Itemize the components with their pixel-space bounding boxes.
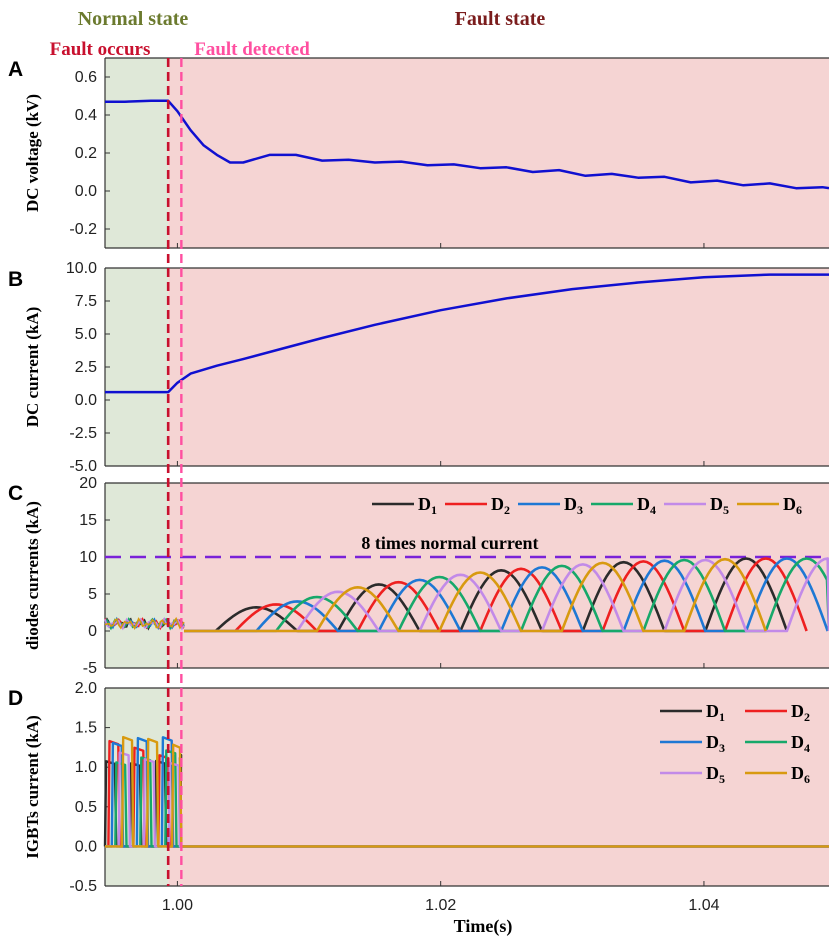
- x-tick-label: 1.00: [162, 897, 193, 914]
- y-tick-label: -0.2: [69, 221, 97, 238]
- y-tick-label: -2.5: [69, 425, 97, 442]
- y-tick-label: 1.5: [75, 720, 97, 737]
- legend-label: D1: [706, 701, 725, 724]
- normal-state-region: [105, 268, 169, 466]
- normal-state-label: Normal state: [78, 8, 189, 30]
- legend-label: D3: [706, 732, 725, 755]
- legend-item-d1: D1: [660, 701, 725, 724]
- legend-label: D5: [706, 763, 725, 786]
- y-tick-label: -5.0: [69, 458, 97, 475]
- y-tick-label: -0.5: [69, 878, 97, 895]
- series-line-d4: [184, 557, 829, 633]
- legend-label: D2: [791, 701, 810, 724]
- panel-c: C -5 0 5 10 15 20 diodes currents (kA) 8 times n…: [8, 475, 829, 677]
- legend-label: D6: [783, 494, 802, 517]
- y-tick-label: 0.0: [75, 392, 97, 409]
- legend-item-d6: D6: [737, 494, 802, 517]
- series-line-d6: [184, 557, 768, 633]
- series-line-b: [105, 273, 829, 394]
- legend-item-d5: D5: [660, 763, 725, 786]
- normal-state-region: [105, 483, 169, 668]
- series-line-d5: [105, 751, 829, 848]
- legend-item-d2: D2: [445, 494, 510, 517]
- series-line-d5: [184, 557, 829, 633]
- y-tick-label: 7.5: [75, 293, 97, 310]
- panels-group: A -0.2 0.0 0.2 0.4 0.6 DC voltage (kV) B -5.0 -2.…: [8, 57, 829, 914]
- legend-item-d4: D4: [745, 732, 810, 755]
- legend-item-d3: D3: [660, 732, 725, 755]
- y-tick-label: 1.0: [75, 759, 97, 776]
- series-line-a: [105, 99, 829, 190]
- x-tick-label: 1.04: [688, 897, 719, 914]
- x-axis-label: Time(s): [454, 916, 513, 937]
- legend-item-d5: D5: [664, 494, 729, 517]
- x-tick-label: 1.02: [425, 897, 456, 914]
- legend-label: D3: [564, 494, 583, 517]
- legend-label: D2: [491, 494, 510, 517]
- y-tick-label: 0.0: [75, 183, 97, 200]
- legend-label: D4: [791, 732, 810, 755]
- legend-label: D4: [637, 494, 656, 517]
- y-tick-label: 2.5: [75, 359, 97, 376]
- y-tick-label: 20: [79, 475, 97, 492]
- reference-line-label: 8 times normal current: [361, 533, 538, 553]
- fault-state-region: [168, 58, 829, 248]
- panel-letter-b: B: [8, 268, 23, 291]
- fault-state-label: Fault state: [455, 8, 546, 30]
- y-axis-label: diodes currents (kA): [23, 501, 42, 650]
- y-tick-label: 10.0: [66, 260, 97, 277]
- panel-letter-d: D: [8, 687, 23, 710]
- y-tick-label: -5: [83, 660, 97, 677]
- y-tick-label: 0: [88, 623, 97, 640]
- y-tick-label: 0.2: [75, 145, 97, 162]
- fault-occurs-label: Fault occurs: [50, 39, 151, 60]
- legend-label: D5: [710, 494, 729, 517]
- series-line-d3: [105, 736, 829, 848]
- series-line-d1: [184, 557, 789, 633]
- legend-item-d1: D1: [372, 494, 437, 517]
- legend-item-d3: D3: [518, 494, 583, 517]
- fault-state-region: [168, 483, 829, 668]
- panel-letter-c: C: [8, 482, 23, 505]
- normal-noise-d6: [104, 616, 185, 630]
- y-tick-label: 0.5: [75, 799, 97, 816]
- normal-state-region: [105, 58, 169, 248]
- y-tick-label: 0.0: [75, 838, 97, 855]
- fault-detected-label: Fault detected: [194, 39, 310, 60]
- y-axis-label: DC current (kA): [23, 307, 42, 428]
- legend-label: D6: [791, 763, 810, 786]
- legend-item-d6: D6: [745, 763, 810, 786]
- panel-letter-a: A: [8, 58, 23, 81]
- y-tick-label: 2.0: [75, 680, 97, 697]
- y-axis-label: IGBTs current (kA): [23, 715, 42, 859]
- series-line-d6: [105, 735, 829, 848]
- panel-d: D -0.5 0.0 0.5 1.0 1.5 2.0 IGBTs current (kA) 1.…: [8, 680, 829, 914]
- panel-a: A -0.2 0.0 0.2 0.4 0.6 DC voltage (kV): [8, 57, 829, 249]
- panel-b: B -5.0 -2.5 0.0 2.5 5.0 7.5 10.0 DC current (kA): [8, 260, 829, 475]
- y-tick-label: 0.6: [75, 69, 97, 86]
- fault-state-region: [168, 688, 829, 886]
- series-line-d3: [184, 557, 829, 633]
- y-tick-label: 15: [79, 512, 97, 529]
- fault-state-region: [168, 268, 829, 466]
- y-axis-label: DC voltage (kV): [23, 94, 42, 212]
- y-tick-label: 0.4: [75, 107, 97, 124]
- y-tick-label: 10: [79, 549, 97, 566]
- legend-item-d4: D4: [591, 494, 656, 517]
- legend-item-d2: D2: [745, 701, 810, 724]
- y-tick-label: 5: [88, 586, 97, 603]
- y-tick-label: 5.0: [75, 326, 97, 343]
- legend-label: D1: [418, 494, 437, 517]
